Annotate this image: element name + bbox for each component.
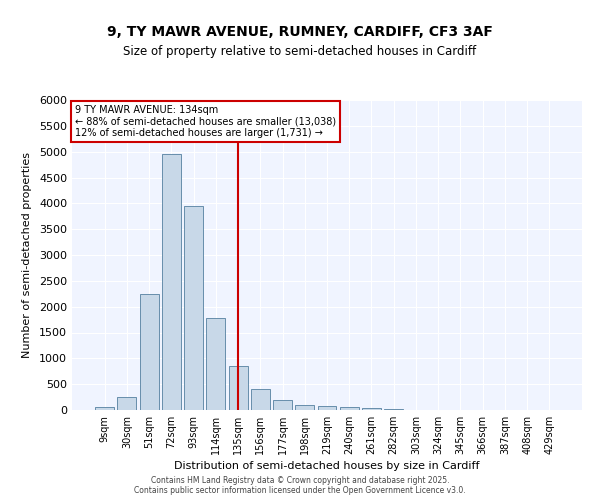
Bar: [184, 206, 203, 410]
Bar: [206, 318, 225, 410]
Bar: [317, 406, 337, 410]
Bar: [162, 154, 181, 410]
Bar: [295, 405, 314, 410]
Text: Size of property relative to semi-detached houses in Cardiff: Size of property relative to semi-detach…: [124, 45, 476, 58]
Bar: [362, 408, 381, 410]
Bar: [140, 294, 158, 410]
Y-axis label: Number of semi-detached properties: Number of semi-detached properties: [22, 152, 32, 358]
Bar: [118, 397, 136, 410]
Bar: [251, 390, 270, 410]
Text: 9, TY MAWR AVENUE, RUMNEY, CARDIFF, CF3 3AF: 9, TY MAWR AVENUE, RUMNEY, CARDIFF, CF3 …: [107, 25, 493, 39]
Text: Contains HM Land Registry data © Crown copyright and database right 2025.
Contai: Contains HM Land Registry data © Crown c…: [134, 476, 466, 495]
Bar: [95, 408, 114, 410]
Text: 9 TY MAWR AVENUE: 134sqm
← 88% of semi-detached houses are smaller (13,038)
12% : 9 TY MAWR AVENUE: 134sqm ← 88% of semi-d…: [74, 104, 335, 138]
Bar: [273, 400, 292, 410]
Bar: [340, 407, 359, 410]
Bar: [384, 409, 403, 410]
Bar: [229, 366, 248, 410]
X-axis label: Distribution of semi-detached houses by size in Cardiff: Distribution of semi-detached houses by …: [174, 461, 480, 471]
